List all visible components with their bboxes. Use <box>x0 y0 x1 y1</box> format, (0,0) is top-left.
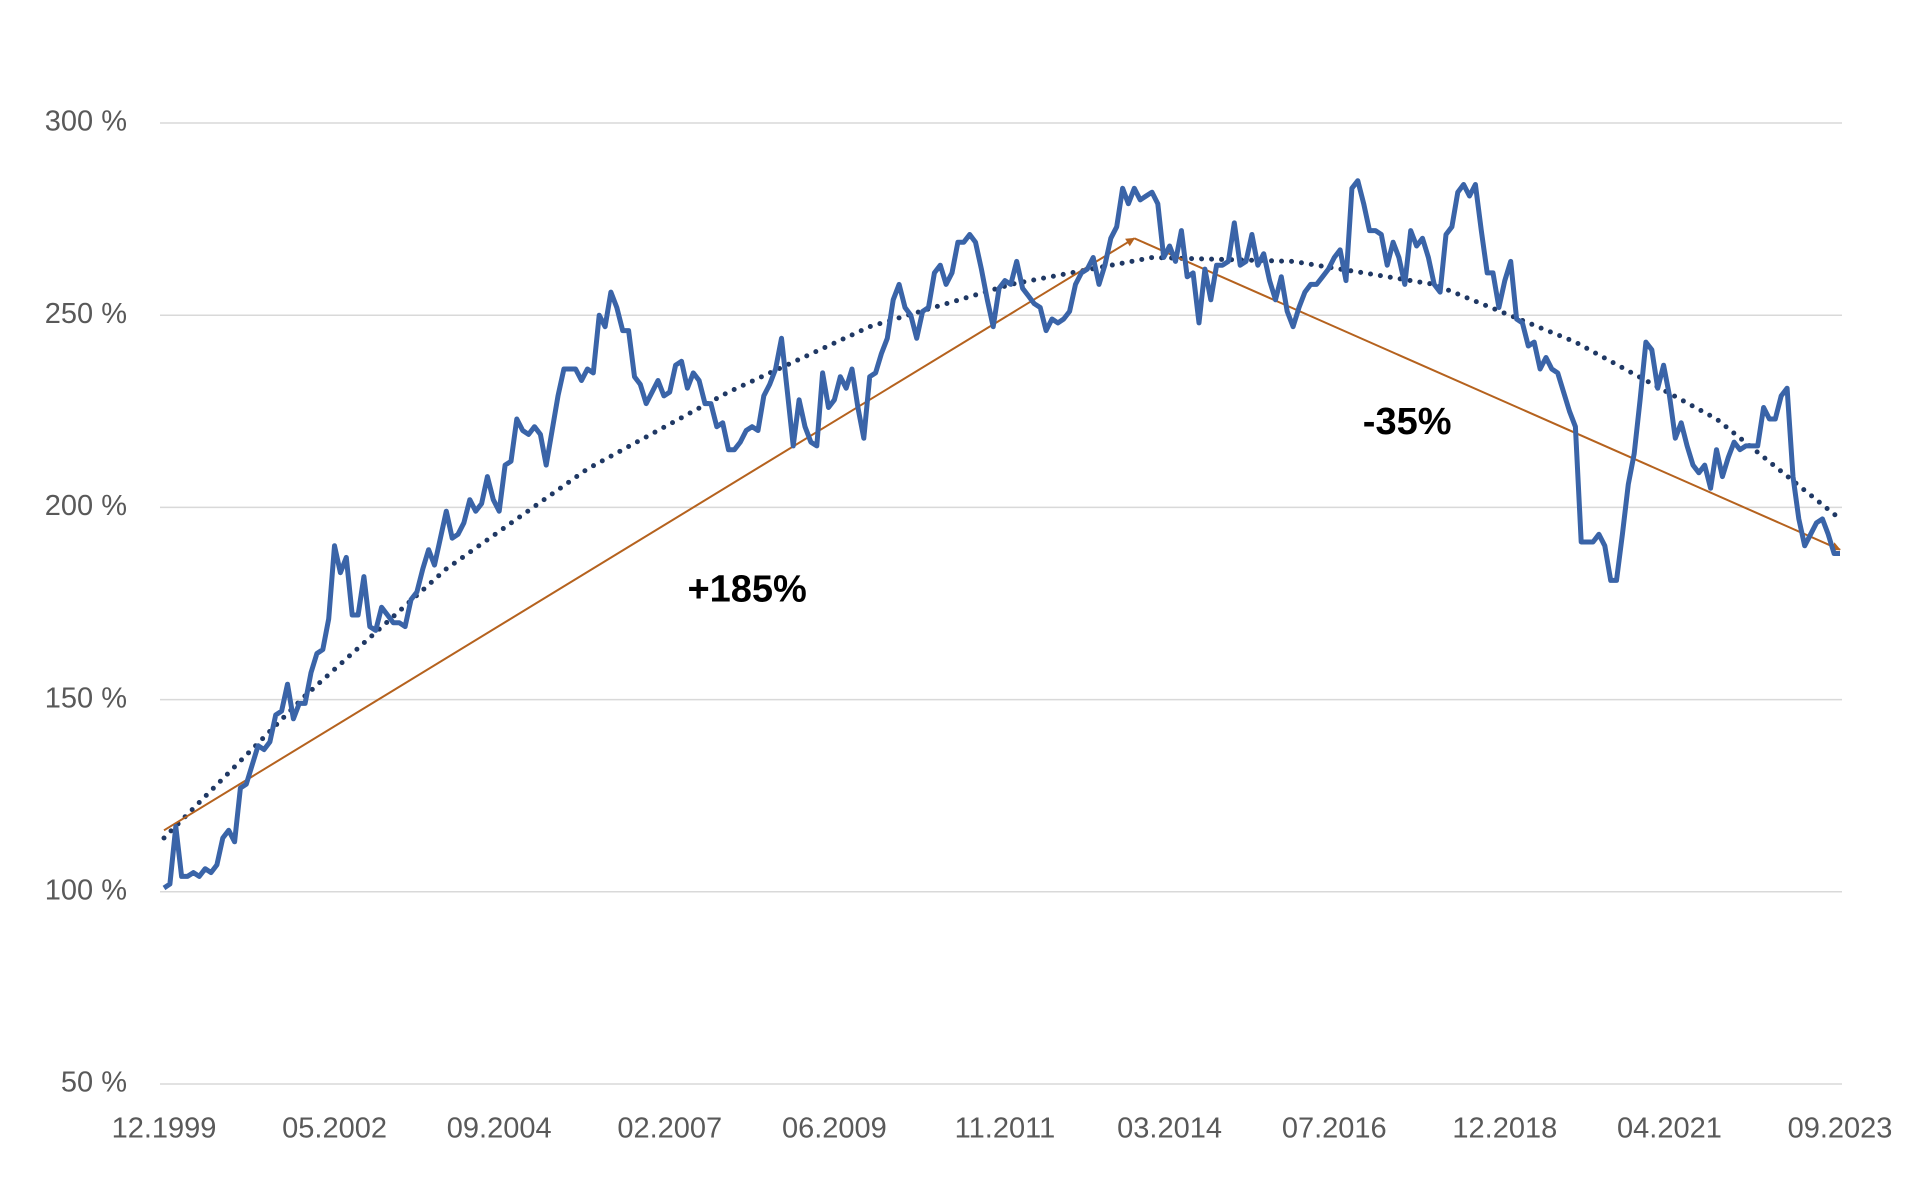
x-tick-label: 05.2002 <box>282 1113 387 1145</box>
x-tick-label: 09.2004 <box>447 1113 552 1145</box>
y-tick-label: 300 % <box>45 106 127 138</box>
x-tick-label: 07.2016 <box>1282 1113 1387 1145</box>
x-tick-label: 11.2011 <box>955 1113 1056 1145</box>
annotation-arrow <box>163 237 1136 832</box>
y-tick-label: 100 % <box>45 874 127 906</box>
x-tick-label: 04.2021 <box>1617 1113 1722 1145</box>
y-tick-label: 50 % <box>61 1067 127 1099</box>
x-tick-label: 02.2007 <box>617 1113 722 1145</box>
x-tick-label: 09.2023 <box>1788 1113 1893 1145</box>
x-tick-label: 06.2009 <box>782 1113 887 1145</box>
trend-line <box>161 254 1843 841</box>
y-tick-label: 250 % <box>45 298 127 330</box>
y-tick-label: 200 % <box>45 490 127 522</box>
x-tick-label: 12.1999 <box>112 1113 217 1145</box>
annotation-label: +185% <box>687 568 806 610</box>
x-tick-label: 03.2014 <box>1117 1113 1222 1145</box>
annotation-arrow <box>1133 237 1841 551</box>
annotation-label: -35% <box>1363 401 1452 443</box>
x-tick-label: 12.2018 <box>1452 1113 1557 1145</box>
y-tick-label: 150 % <box>45 682 127 714</box>
series-line <box>162 178 1840 891</box>
